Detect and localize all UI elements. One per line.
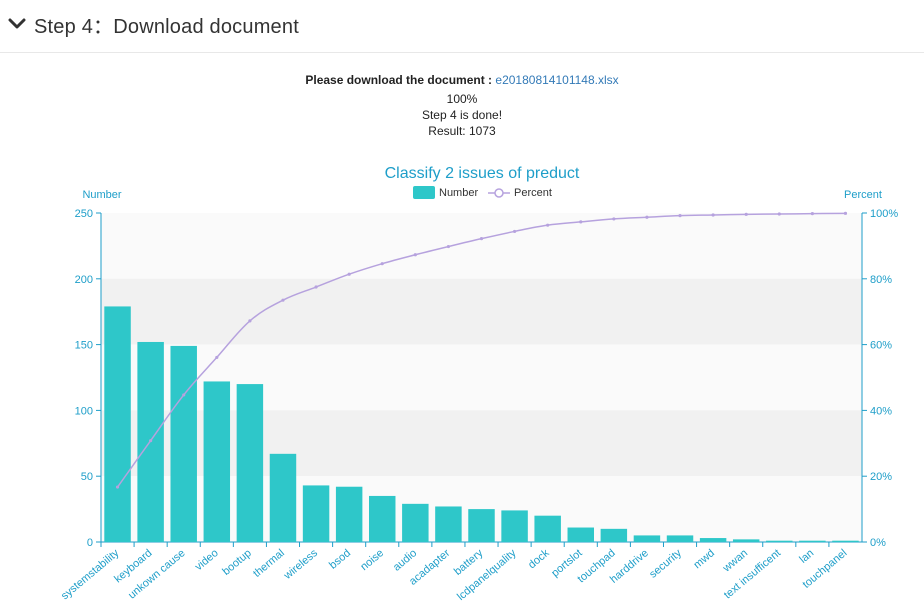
percent-point bbox=[281, 298, 285, 302]
percent-point bbox=[347, 272, 351, 276]
bar-wwan bbox=[732, 539, 760, 542]
y-axis-name: Number bbox=[82, 189, 121, 201]
percent-point bbox=[843, 211, 848, 215]
bar-bootup bbox=[236, 384, 264, 542]
step-4-header[interactable]: Step 4：Download document bbox=[8, 8, 299, 40]
x-tick-label: bootup bbox=[220, 547, 253, 578]
bar-lcdpanelquality bbox=[501, 510, 528, 542]
x-tick-label: security bbox=[647, 547, 684, 581]
chart-title: Classify 2 issues of preduct bbox=[385, 165, 580, 182]
step-title: Step 4：Download document bbox=[34, 15, 299, 38]
grid-band bbox=[101, 278, 862, 345]
chevron-down-icon bbox=[8, 18, 26, 29]
percent-point bbox=[115, 485, 120, 489]
percent-point bbox=[380, 262, 384, 266]
percent-point bbox=[314, 285, 318, 289]
y2-tick-label: 80% bbox=[870, 274, 892, 286]
bar-text-insufficent bbox=[766, 540, 793, 542]
bar-bsod bbox=[335, 486, 363, 542]
x-tick-label: lcdpanelquality bbox=[455, 547, 519, 603]
download-link[interactable]: e20180814101148.xlsx bbox=[495, 73, 619, 87]
percent-point bbox=[248, 319, 252, 323]
pareto-chart: Classify 2 issues of preduct Number Percen… bbox=[59, 165, 898, 603]
bar-video bbox=[203, 381, 231, 542]
y-tick-label: 250 bbox=[75, 208, 93, 220]
result-text: Result: 1073 bbox=[428, 124, 496, 138]
y-tick-label: 50 bbox=[81, 471, 93, 483]
x-tick-label: wwan bbox=[720, 547, 750, 575]
x-tick-label: unkown cause bbox=[126, 547, 188, 601]
bar-battery bbox=[468, 509, 495, 542]
download-info: Please download the document : e20180814… bbox=[0, 72, 924, 139]
y2-tick-label: 40% bbox=[870, 405, 892, 417]
bar-noise bbox=[369, 495, 396, 542]
percent-point bbox=[446, 244, 451, 249]
y2-tick-label: 0% bbox=[870, 537, 886, 549]
percent-point bbox=[678, 214, 682, 218]
x-tick-label: thermal bbox=[251, 547, 287, 580]
percent-point bbox=[546, 223, 550, 227]
percent-point bbox=[512, 229, 517, 234]
percent-point bbox=[612, 217, 616, 221]
x-tick-label: wireless bbox=[281, 547, 320, 583]
bar-mwd bbox=[699, 538, 727, 542]
x-tick-label: dock bbox=[526, 547, 552, 571]
y2-tick-label: 60% bbox=[870, 340, 892, 352]
y2-axis-name: Percent bbox=[844, 189, 882, 201]
download-label: Please download the document : bbox=[305, 73, 493, 87]
x-tick-label: bsod bbox=[327, 547, 353, 572]
x-tick-label: text insufficent bbox=[722, 547, 783, 601]
grid-band bbox=[101, 213, 862, 279]
y2-tick-label: 20% bbox=[870, 471, 892, 483]
legend-percent-marker bbox=[494, 188, 504, 198]
bar-harddrive bbox=[633, 535, 661, 542]
percent-point bbox=[413, 253, 417, 257]
progress-text: 100% bbox=[446, 92, 478, 106]
bar-dock bbox=[534, 515, 561, 542]
percent-point bbox=[182, 393, 186, 397]
bar-lan bbox=[799, 540, 826, 542]
percent-point bbox=[479, 237, 484, 241]
y-tick-label: 100 bbox=[75, 405, 93, 417]
download-line: Please download the document : e20180814… bbox=[0, 72, 924, 88]
y-tick-label: 150 bbox=[75, 340, 93, 352]
percent-point bbox=[744, 212, 748, 216]
y-tick-label: 0 bbox=[87, 537, 93, 549]
bar-wireless bbox=[302, 485, 330, 542]
percent-point bbox=[215, 355, 219, 360]
percent-point bbox=[711, 213, 715, 217]
bar-thermal bbox=[269, 453, 297, 542]
status-text: Step 4 is done! bbox=[421, 108, 503, 122]
x-tick-label: audio bbox=[391, 547, 419, 573]
header-divider bbox=[0, 52, 924, 53]
percent-point bbox=[645, 215, 649, 219]
legend-number-swatch bbox=[413, 186, 435, 199]
x-tick-label: lan bbox=[797, 547, 816, 566]
x-tick-label: mwd bbox=[692, 547, 718, 571]
bar-systemstability bbox=[104, 306, 131, 542]
bar-unkown-cause bbox=[170, 345, 197, 542]
legend-number-label: Number bbox=[439, 187, 478, 199]
percent-point bbox=[149, 439, 153, 443]
bar-audio bbox=[402, 503, 429, 542]
bar-acadapter bbox=[435, 506, 462, 542]
percent-point bbox=[579, 220, 583, 224]
bar-security bbox=[666, 535, 694, 542]
percent-point bbox=[777, 212, 781, 216]
y-tick-label: 200 bbox=[75, 274, 93, 286]
x-tick-label: video bbox=[193, 547, 221, 573]
x-tick-label: noise bbox=[358, 547, 386, 573]
y2-tick-label: 100% bbox=[870, 208, 898, 220]
bar-touchpanel bbox=[832, 540, 859, 542]
bar-portslot bbox=[567, 527, 594, 542]
legend-percent-label: Percent bbox=[514, 187, 552, 199]
percent-point bbox=[810, 212, 814, 216]
bar-touchpad bbox=[600, 528, 628, 542]
x-tick-label: systemstability bbox=[59, 547, 122, 602]
